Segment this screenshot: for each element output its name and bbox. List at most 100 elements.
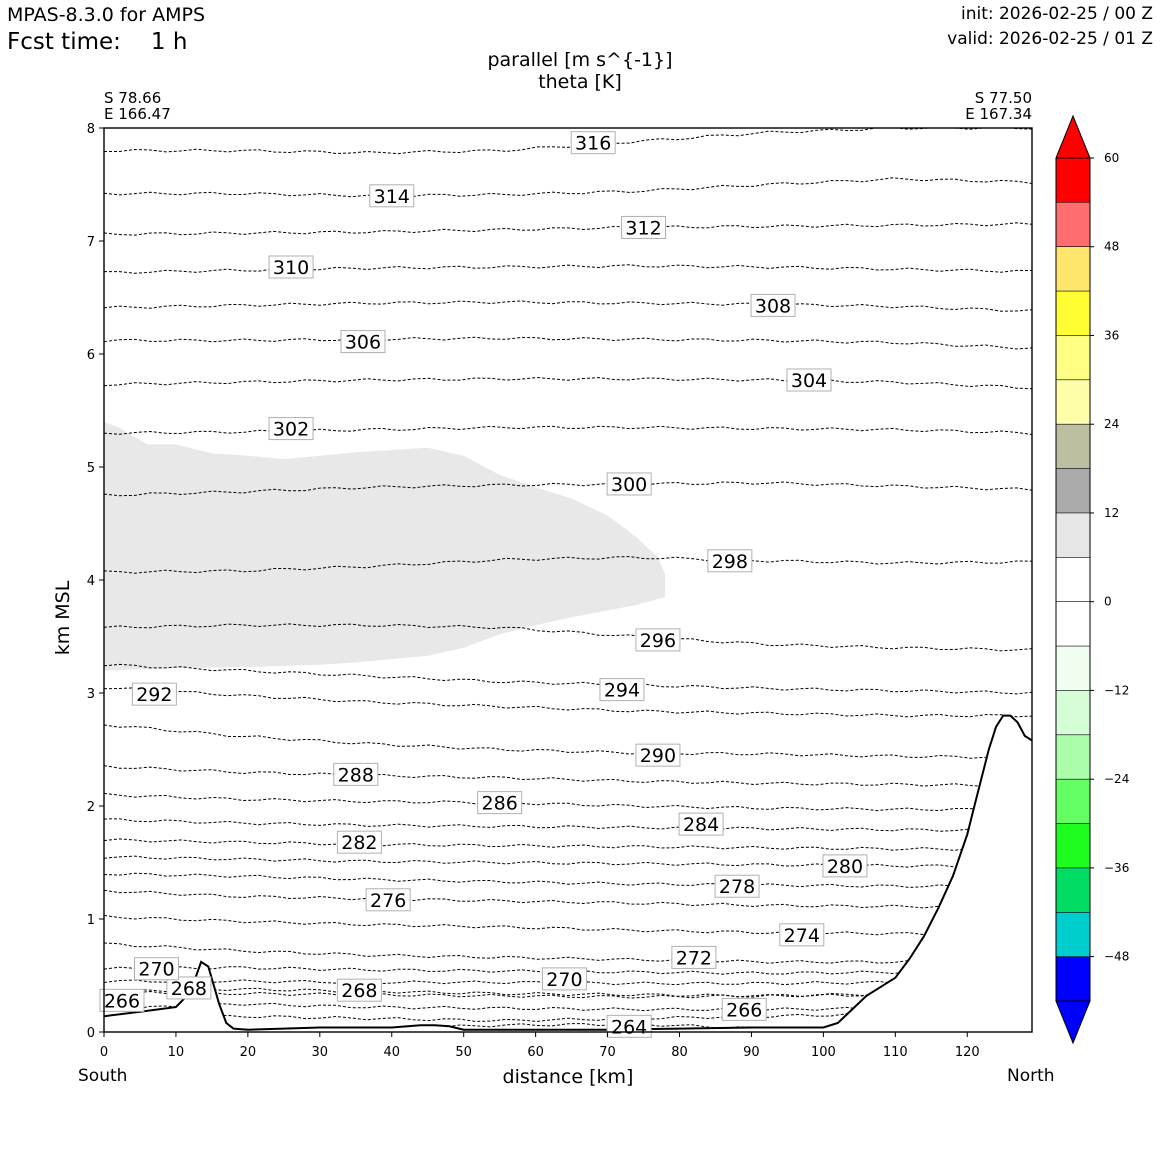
x-tick-label: 120 [955,1045,980,1060]
contour-label-box [599,678,645,702]
start-lon: E 166.47 [104,105,171,123]
contour-label-box [721,997,767,1021]
y-tick-label: 5 [87,461,95,476]
colorbar-swatch [1056,601,1090,647]
contour-310 [104,264,1032,274]
contour-label: 302 [273,419,309,441]
contour-label: 292 [136,684,172,706]
colorbar-tick-label: 12 [1104,506,1119,520]
contour-282 [104,838,1032,851]
x-tick-label: 100 [811,1045,836,1060]
colorbar-swatch [1056,246,1090,292]
colorbar-swatch [1056,424,1090,469]
contour-label-box [336,830,382,854]
forecast-time-value: 1 h [150,29,188,55]
colorbar-swatch [1056,379,1090,425]
contour-302 [104,425,1032,435]
contour-label-box [268,417,314,441]
colorbar-swatch [1056,912,1090,957]
contour-300 [104,481,1032,497]
colorbar-swatch [1056,335,1090,381]
contour-label: 316 [575,133,611,155]
contour-label: 278 [719,876,755,898]
contour-290 [104,724,1032,760]
contour-label-box [365,888,411,912]
x-tick-label: 20 [240,1045,257,1060]
colorbar-swatch [1056,646,1090,691]
contour-314 [104,177,1032,198]
contour-label-box [822,854,868,878]
contour-label-box [333,762,379,786]
contour-label: 312 [625,217,661,239]
colorbar-tick-label: −48 [1104,950,1129,964]
colorbar-tick-label: −36 [1104,861,1129,875]
contour-label-box [134,957,180,981]
contour-label-box [606,472,652,496]
contour-label: 310 [273,257,309,279]
chart-title-line2: theta [K] [538,71,622,93]
colorbar-swatch [1056,202,1090,248]
contour-280 [104,855,1032,868]
contour-label: 290 [640,745,676,767]
contour-label: 272 [676,947,712,969]
terrain-fill [104,715,1032,1032]
colorbar-tick-label: 48 [1104,240,1119,254]
contour-312 [104,222,1032,236]
valid-time: valid: 2026-02-25 / 01 Z [947,29,1153,49]
contour-label-box [369,184,415,208]
x-tick-label: 0 [100,1045,108,1060]
chart-title-line1: parallel [m s^{-1}] [487,49,673,71]
y-tick-label: 3 [87,687,95,702]
contour-label-box [786,368,832,392]
contour-label-box [671,945,717,969]
y-tick-label: 4 [87,574,95,589]
x-axis-label: distance [km] [503,1066,634,1088]
colorbar-swatch [1056,291,1090,336]
contour-label-box [750,293,796,317]
y-tick-label: 1 [87,913,95,928]
contour-label-box [268,255,314,279]
x-tick-label: 40 [383,1045,400,1060]
contour-label: 280 [827,856,863,878]
x-tick-label: 50 [455,1045,472,1060]
contour-label: 268 [171,978,207,1000]
contour-308 [104,300,1032,312]
contour-label: 304 [791,370,827,392]
colorbar-tick-label: 36 [1104,328,1119,342]
y-axis-label: km MSL [52,580,74,655]
contour-label: 284 [683,814,719,836]
contour-label: 286 [482,793,518,815]
colorbar-over-triangle [1055,114,1091,159]
contour-278 [104,872,1032,889]
x-tick-label: 10 [168,1045,185,1060]
colorbar-swatch [1056,512,1090,558]
x-tick-label: 90 [743,1045,760,1060]
contour-288 [104,765,1032,788]
contour-label-box [635,743,681,767]
contour-label-box [707,549,753,573]
forecast-time: Fcst time: 1 h [7,29,187,55]
contour-label: 274 [784,925,820,947]
colorbar-frame [1055,157,1091,1002]
colorbar-tick-label: 24 [1104,417,1119,431]
colorbar-swatch [1056,557,1090,602]
colorbar-swatch [1056,734,1090,780]
contour-label-box [635,628,681,652]
colorbar-swatch [1056,690,1090,736]
contour-label-box [779,923,825,947]
contour-label: 282 [341,832,377,854]
contour-label-box [336,978,382,1002]
contour-label-box [621,215,667,239]
contour-292 [104,687,1032,718]
contour-286 [104,792,1032,812]
wind-shaded-region [104,421,666,671]
contour-274 [104,914,1032,936]
contour-272 [104,942,1032,964]
contour-label-box [541,967,587,991]
y-tick-label: 8 [87,122,95,137]
y-tick-label: 0 [87,1026,95,1041]
contour-306 [104,336,1032,350]
contour-label: 294 [604,680,640,702]
